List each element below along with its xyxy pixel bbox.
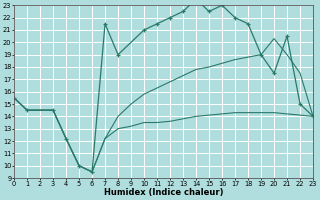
X-axis label: Humidex (Indice chaleur): Humidex (Indice chaleur) [104, 188, 223, 197]
